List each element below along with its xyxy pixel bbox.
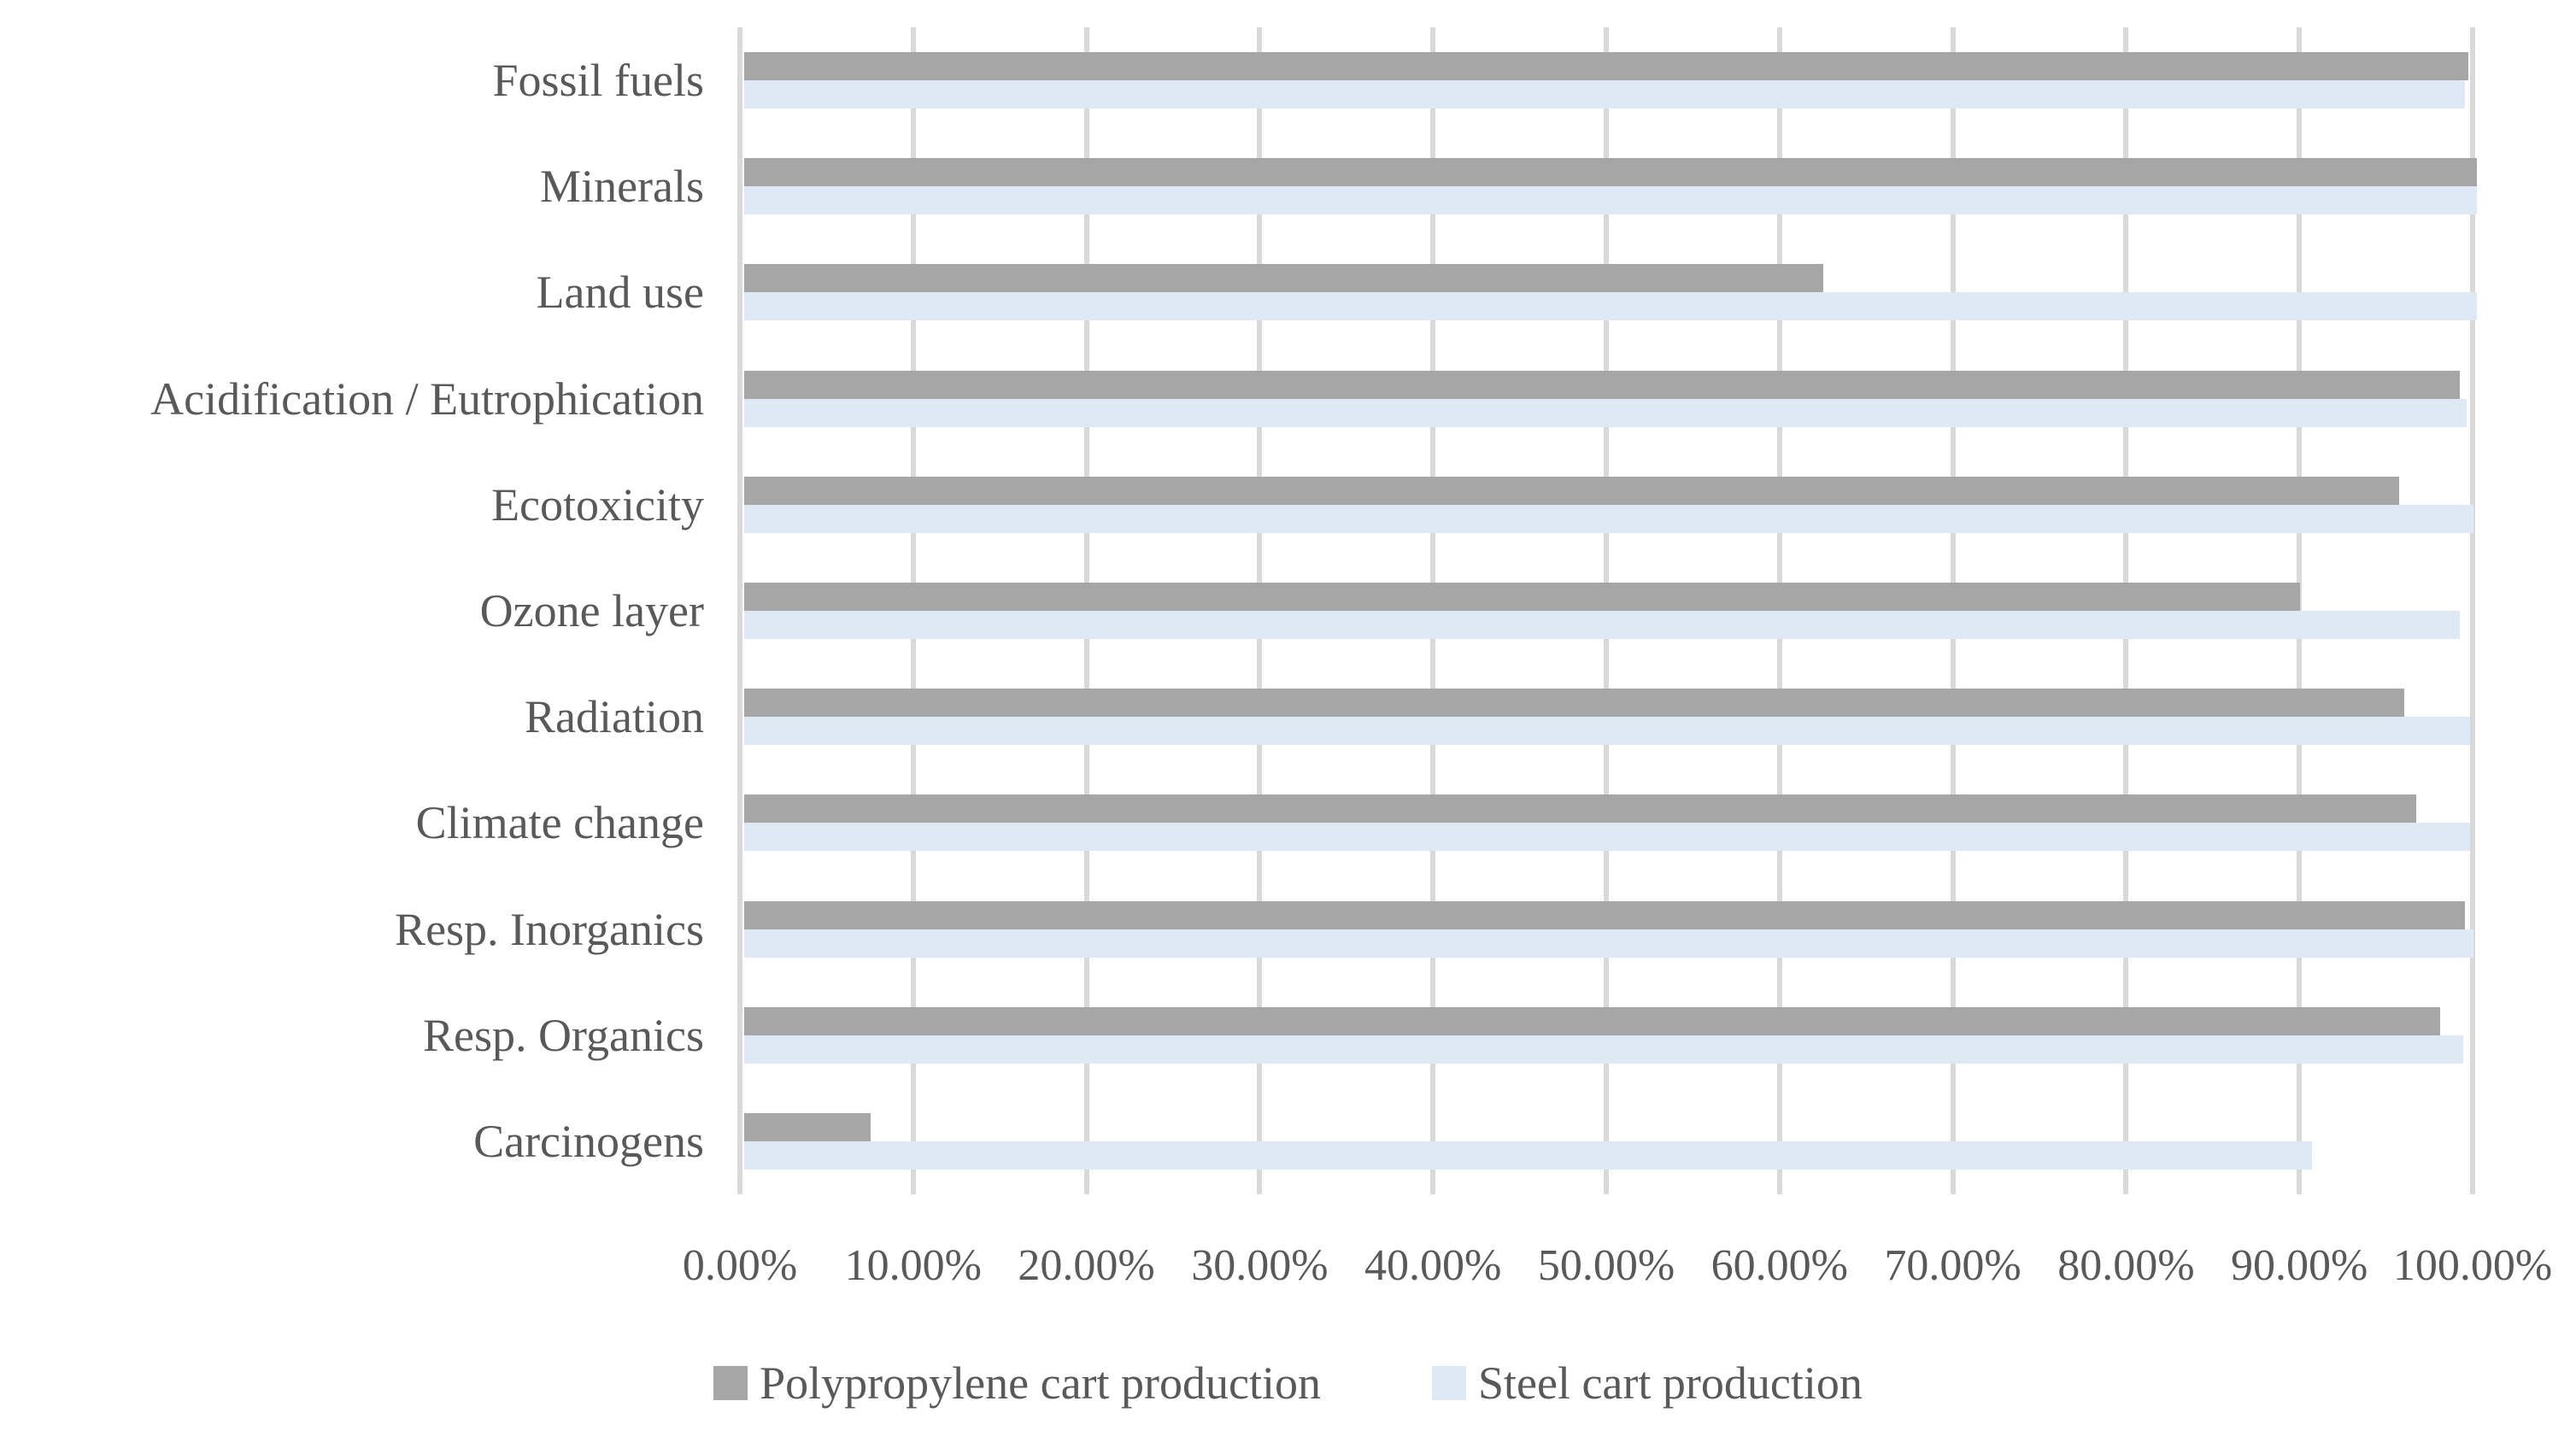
legend-label: Polypropylene cart production bbox=[760, 1357, 1321, 1409]
x-tick-label: 60.00% bbox=[1710, 1241, 1848, 1290]
category-label: Radiation bbox=[525, 691, 704, 743]
bar-steel bbox=[744, 1035, 2463, 1064]
bar-steel bbox=[744, 611, 2460, 640]
bar-rows bbox=[744, 27, 2555, 1194]
x-tick-label: 20.00% bbox=[1018, 1241, 1155, 1290]
bar-steel bbox=[744, 398, 2467, 427]
bar-row bbox=[744, 133, 2555, 239]
grid-line bbox=[2470, 27, 2475, 1194]
bar-row bbox=[744, 558, 2555, 664]
bar-row bbox=[744, 239, 2555, 345]
bar-steel bbox=[744, 80, 2465, 109]
bar-polypropylene bbox=[744, 794, 2417, 824]
legend-swatch-steel bbox=[1431, 1366, 1466, 1400]
bar-row bbox=[744, 27, 2555, 133]
bar-steel bbox=[744, 504, 2473, 533]
bar-polypropylene bbox=[744, 900, 2465, 929]
bar-polypropylene bbox=[744, 689, 2404, 718]
category-label: Acidification / Eutrophication bbox=[150, 372, 704, 425]
category-labels: Fossil fuels Minerals Land use Acidificatio… bbox=[0, 27, 723, 1194]
category-label: Carcinogens bbox=[473, 1115, 704, 1167]
bar-polypropylene bbox=[744, 1112, 871, 1141]
x-tick-label: 40.00% bbox=[1364, 1241, 1502, 1290]
bar-row bbox=[744, 1088, 2555, 1194]
bar-steel bbox=[744, 717, 2470, 746]
category-label: Resp. Inorganics bbox=[395, 903, 704, 955]
x-tick-label: 0.00% bbox=[682, 1241, 798, 1290]
category-label: Ozone layer bbox=[479, 585, 704, 637]
bar-row bbox=[744, 664, 2555, 770]
bar-row bbox=[744, 770, 2555, 876]
x-axis: 0.00% 10.00% 20.00% 30.00% 40.00% 50.00% 60.00… bbox=[683, 1240, 2552, 1300]
category-label: Resp. Organics bbox=[423, 1009, 704, 1061]
bar-polypropylene bbox=[744, 52, 2468, 81]
bar-steel bbox=[744, 186, 2477, 215]
legend-label: Steel cart production bbox=[1477, 1357, 1863, 1409]
bar-steel bbox=[744, 292, 2477, 321]
legend-swatch-polypropylene bbox=[713, 1366, 748, 1400]
bar-polypropylene bbox=[744, 370, 2460, 399]
category-label: Climate change bbox=[415, 797, 704, 849]
bar-polypropylene bbox=[744, 158, 2477, 187]
category-label: Ecotoxicity bbox=[491, 478, 704, 531]
bar-steel bbox=[744, 1140, 2313, 1170]
x-tick-label: 50.00% bbox=[1537, 1241, 1675, 1290]
bar-polypropylene bbox=[744, 264, 1824, 293]
bar-row bbox=[744, 876, 2555, 982]
bar-steel bbox=[744, 823, 2470, 852]
bar-polypropylene bbox=[744, 476, 2399, 505]
x-tick-label: 100.00% bbox=[2392, 1241, 2553, 1290]
bar-row bbox=[744, 982, 2555, 1088]
category-label: Minerals bbox=[540, 161, 704, 213]
bar-polypropylene bbox=[744, 1006, 2441, 1035]
bar-steel bbox=[744, 929, 2473, 958]
plot-area bbox=[737, 27, 2551, 1194]
legend-item: Steel cart production bbox=[1431, 1357, 1863, 1410]
legend: Polypropylene cart production Steel cart … bbox=[0, 1357, 2576, 1410]
x-tick-label: 10.00% bbox=[844, 1241, 982, 1290]
x-tick-label: 30.00% bbox=[1191, 1241, 1329, 1290]
bar-polypropylene bbox=[744, 583, 2301, 612]
bar-row bbox=[744, 346, 2555, 452]
bar-row bbox=[744, 452, 2555, 558]
x-tick-label: 80.00% bbox=[2057, 1241, 2195, 1290]
x-tick-label: 90.00% bbox=[2231, 1241, 2368, 1290]
legend-item: Polypropylene cart production bbox=[713, 1357, 1321, 1410]
x-tick-label: 70.00% bbox=[1884, 1241, 2021, 1290]
grid-line bbox=[737, 27, 742, 1194]
category-label: Land use bbox=[536, 267, 704, 319]
category-label: Fossil fuels bbox=[492, 55, 704, 107]
